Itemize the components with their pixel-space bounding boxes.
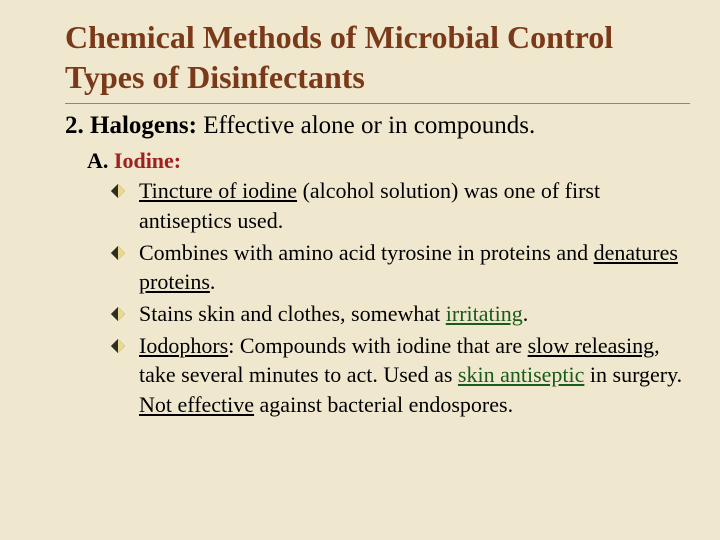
diamond-bullet-icon xyxy=(111,303,131,325)
subheading: 2. Halogens: Effective alone or in compo… xyxy=(65,110,690,143)
list-item: Stains skin and clothes, somewhat irrita… xyxy=(111,299,690,329)
plain-text: . xyxy=(523,301,529,326)
subheading-rest: Effective alone or in compounds. xyxy=(197,112,535,139)
subheading-bold: 2. Halogens: xyxy=(65,112,197,139)
diamond-bullet-icon xyxy=(111,180,131,202)
bullet-text: Tincture of iodine (alcohol solution) wa… xyxy=(139,176,690,235)
plain-text: in surgery. xyxy=(584,362,682,387)
title-line-1: Chemical Methods of Microbial Control xyxy=(65,18,690,56)
item-a-label: A. xyxy=(87,148,114,173)
bullet-list: Tincture of iodine (alcohol solution) wa… xyxy=(111,176,690,420)
plain-text: Combines with amino acid tyrosine in pro… xyxy=(139,240,594,265)
green-underline-text: skin antiseptic xyxy=(458,362,584,387)
underline-text: Tincture of iodine xyxy=(139,178,297,203)
plain-text: . xyxy=(210,269,216,294)
item-a: A. Iodine: xyxy=(87,148,690,174)
diamond-bullet-icon xyxy=(111,335,131,357)
underline-text: Iodophors xyxy=(139,333,228,358)
list-item: Tincture of iodine (alcohol solution) wa… xyxy=(111,176,690,235)
diamond-bullet-icon xyxy=(111,242,131,264)
bullet-text: Iodophors: Compounds with iodine that ar… xyxy=(139,331,690,420)
bullet-text: Combines with amino acid tyrosine in pro… xyxy=(139,238,690,297)
plain-text: Stains skin and clothes, somewhat xyxy=(139,301,446,326)
title-line-2: Types of Disinfectants xyxy=(65,58,690,103)
plain-text: against bacterial endospores. xyxy=(254,392,513,417)
green-underline-text: irritating xyxy=(446,301,523,326)
list-item: Iodophors: Compounds with iodine that ar… xyxy=(111,331,690,420)
underline-text: Not effective xyxy=(139,392,254,417)
item-a-text: Iodine: xyxy=(114,148,181,173)
bullet-text: Stains skin and clothes, somewhat irrita… xyxy=(139,299,690,329)
list-item: Combines with amino acid tyrosine in pro… xyxy=(111,238,690,297)
plain-text: : Compounds with iodine that are xyxy=(228,333,527,358)
underline-text: slow releasing xyxy=(528,333,654,358)
